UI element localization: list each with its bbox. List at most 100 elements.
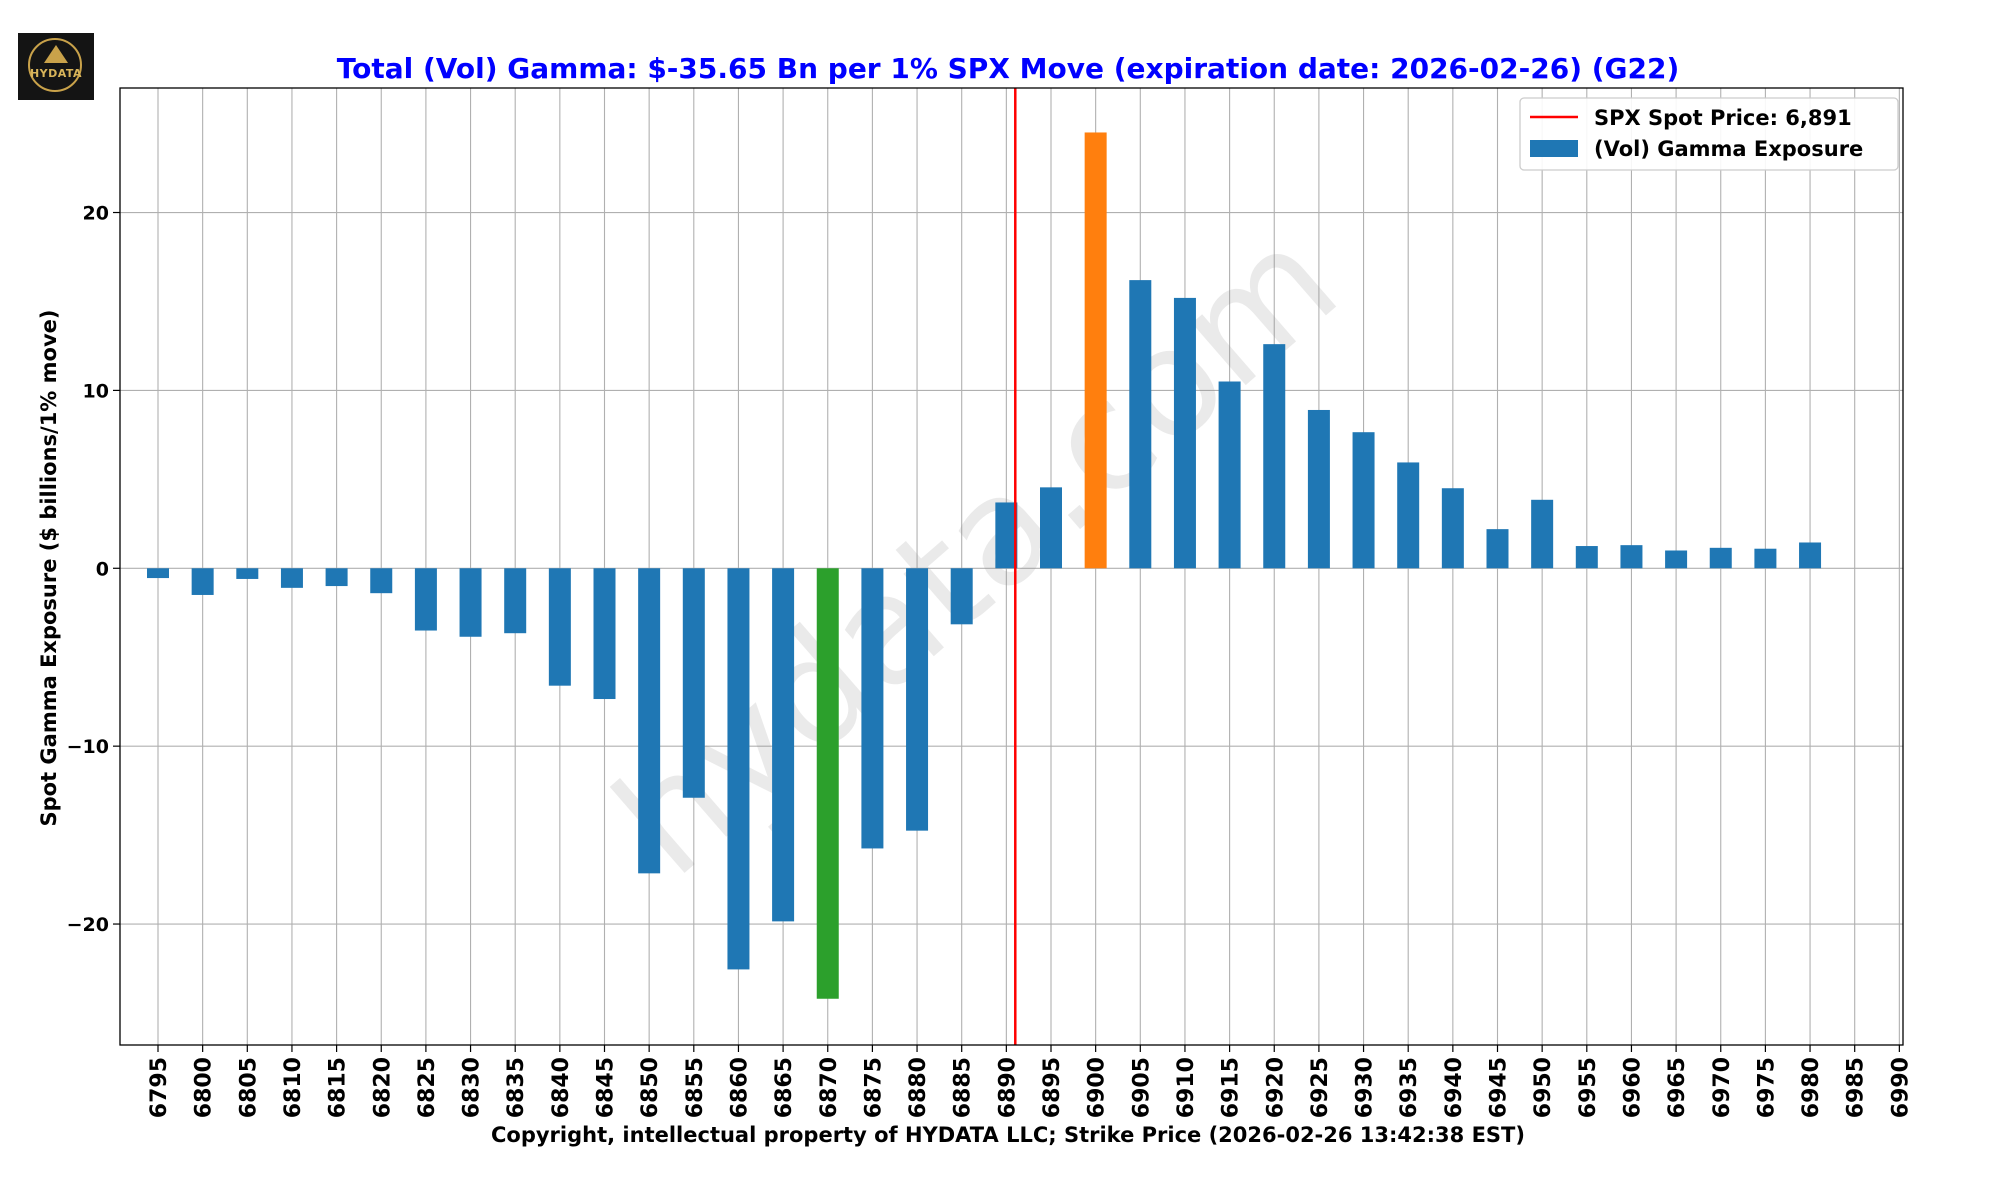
x-tick-label: 6865: [772, 1057, 797, 1118]
bar-6805: [236, 568, 259, 579]
bar-6810: [280, 568, 303, 588]
x-axis-label: Copyright, intellectual property of HYDA…: [491, 1123, 1525, 1147]
bar-6950: [1531, 499, 1554, 569]
bar-6915: [1218, 381, 1241, 569]
x-tick-label: 6895: [1040, 1057, 1065, 1118]
bar-6900: [1084, 132, 1107, 569]
bar-6840: [548, 568, 571, 686]
bar-6855: [682, 568, 705, 798]
bar-6975: [1754, 548, 1777, 569]
y-tick-label: 20: [83, 203, 109, 225]
bar-6960: [1620, 545, 1643, 569]
x-tick-label: 6910: [1174, 1057, 1199, 1118]
bar-6930: [1352, 432, 1375, 569]
x-axis-ticks: 6795 6800 6805 6810 6815 6820 6825 6830 6835 6840…: [147, 1045, 1913, 1118]
bar-6800: [191, 568, 214, 595]
bar-6880: [906, 568, 929, 831]
x-tick-label: 6860: [727, 1057, 752, 1118]
x-tick-label: 6840: [549, 1057, 574, 1118]
bar-6940: [1441, 488, 1464, 569]
x-tick-label: 6805: [236, 1057, 261, 1118]
x-tick-label: 6850: [638, 1057, 663, 1118]
bar-6905: [1129, 280, 1152, 569]
legend-bar-label: (Vol) Gamma Exposure: [1594, 137, 1863, 161]
bar-6980: [1799, 542, 1822, 569]
x-tick-label: 6835: [504, 1057, 529, 1118]
x-tick-label: 6920: [1263, 1057, 1288, 1118]
x-tick-label: 6915: [1219, 1057, 1244, 1118]
x-tick-label: 6940: [1442, 1057, 1467, 1118]
x-tick-label: 6955: [1576, 1057, 1601, 1118]
bar-6845: [593, 568, 616, 700]
x-tick-label: 6845: [594, 1057, 619, 1118]
x-tick-label: 6795: [147, 1057, 172, 1118]
bar-6895: [1040, 487, 1062, 569]
bar-6865: [772, 568, 795, 922]
x-tick-label: 6905: [1129, 1057, 1154, 1118]
bar-6870: [816, 568, 839, 999]
y-axis-label: Spot Gamma Exposure ($ billions/1% move): [37, 310, 61, 827]
bar-6970: [1709, 547, 1732, 569]
bar-6860: [727, 568, 750, 970]
x-tick-label: 6930: [1353, 1057, 1378, 1118]
bar-6875: [861, 568, 884, 849]
bar-6820: [370, 568, 393, 594]
y-tick-label: 10: [83, 380, 109, 402]
y-tick-label: −10: [67, 736, 109, 758]
watermark-text: hydata.com: [584, 194, 1370, 909]
legend-bar-swatch: [1530, 140, 1578, 157]
x-tick-label: 6825: [415, 1057, 440, 1118]
logo-ring: [28, 38, 82, 92]
x-tick-label: 6885: [951, 1057, 976, 1118]
x-tick-label: 6945: [1487, 1057, 1512, 1118]
bar-6955: [1575, 546, 1598, 569]
x-tick-label: 6950: [1531, 1057, 1556, 1118]
y-tick-label: −20: [67, 914, 109, 936]
bar-6890: [995, 502, 1018, 569]
x-tick-label: 6855: [683, 1057, 708, 1118]
bar-6835: [504, 568, 527, 634]
bar-6830: [459, 568, 482, 637]
x-tick-label: 6925: [1308, 1057, 1333, 1118]
plot-frame: [119, 87, 1904, 1046]
x-tick-label: 6800: [192, 1057, 217, 1118]
bar-6850: [638, 568, 661, 874]
bars: [147, 132, 1822, 999]
x-tick-label: 6890: [995, 1057, 1020, 1118]
x-tick-label: 6815: [326, 1057, 351, 1118]
x-tick-label: 6975: [1754, 1057, 1779, 1118]
bar-6945: [1486, 529, 1509, 569]
x-tick-label: 6830: [460, 1057, 485, 1118]
logo-text: HYDATA: [29, 67, 83, 80]
legend-spot-label: SPX Spot Price: 6,891: [1594, 106, 1852, 130]
bar-6825: [414, 568, 437, 631]
bar-6885: [950, 568, 973, 625]
bar-6925: [1307, 409, 1330, 569]
chart-title: Total (Vol) Gamma: $-35.65 Bn per 1% SPX…: [337, 52, 1680, 85]
y-axis-ticks: −20 −10 0 10 20: [67, 203, 120, 936]
watermark: hydata.com: [584, 194, 1370, 909]
bar-6965: [1665, 550, 1688, 569]
x-tick-label: 6870: [817, 1057, 842, 1118]
x-tick-label: 6985: [1844, 1057, 1869, 1118]
hydata-logo: HYDATA: [18, 33, 94, 100]
x-tick-label: 6960: [1620, 1057, 1645, 1118]
x-tick-label: 6980: [1799, 1057, 1824, 1118]
x-tick-label: 6900: [1085, 1057, 1110, 1118]
x-tick-label: 6990: [1888, 1057, 1913, 1118]
x-tick-label: 6965: [1665, 1057, 1690, 1118]
bar-6920: [1263, 344, 1286, 569]
x-tick-label: 6820: [370, 1057, 395, 1118]
x-tick-label: 6880: [906, 1057, 931, 1118]
x-tick-label: 6935: [1397, 1057, 1422, 1118]
legend: SPX Spot Price: 6,891 (Vol) Gamma Exposu…: [1519, 97, 1899, 171]
bar-6815: [325, 568, 348, 587]
bar-6910: [1173, 297, 1196, 569]
bar-6935: [1397, 462, 1420, 569]
x-tick-label: 6810: [281, 1057, 306, 1118]
bar-6795: [147, 568, 169, 579]
y-tick-label: 0: [96, 558, 109, 580]
x-tick-label: 6970: [1710, 1057, 1735, 1118]
wolf-icon: [44, 45, 68, 63]
